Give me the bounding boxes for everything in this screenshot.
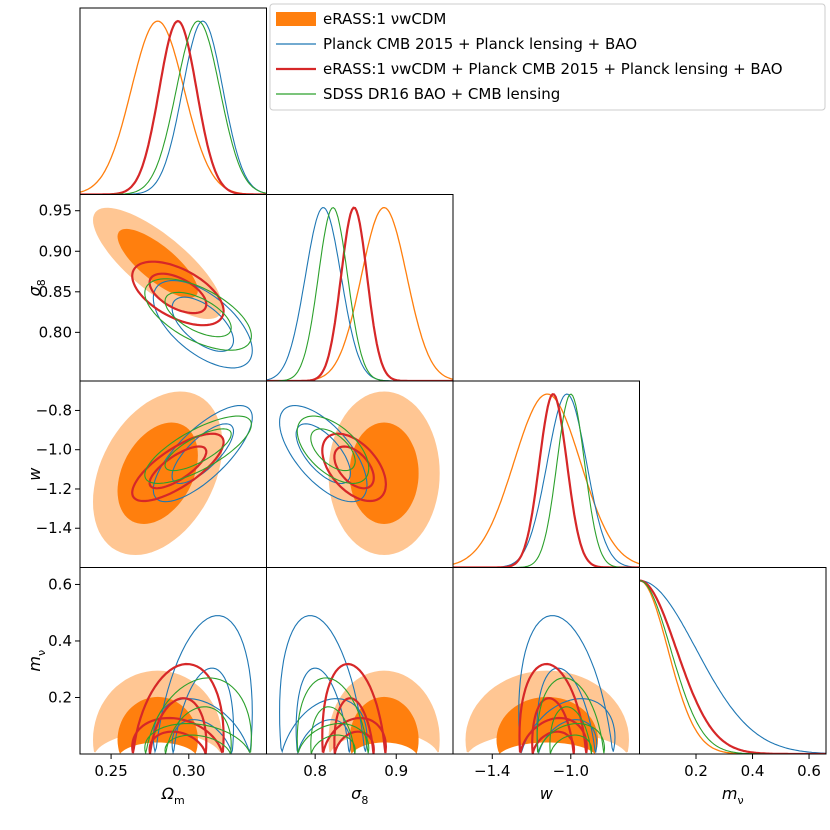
legend-label: SDSS DR16 BAO + CMB lensing <box>323 85 560 103</box>
panel-mnu-vs-w <box>465 615 629 754</box>
legend-label: eRASS:1 νwCDM + Planck CMB 2015 + Planck… <box>323 60 783 78</box>
contour-95-2 <box>131 260 225 327</box>
y-tick-label: 0.4 <box>48 632 72 650</box>
y-tick-label: 0.95 <box>39 202 72 220</box>
x-axis-label: w <box>540 784 554 803</box>
y-tick-label: 0.6 <box>48 575 72 593</box>
contour-68-3 <box>164 428 232 472</box>
legend-label: Planck CMB 2015 + Planck lensing + BAO <box>323 35 637 53</box>
y-tick-label: −0.8 <box>36 401 72 419</box>
y-tick-label: −1.2 <box>36 480 72 498</box>
posterior-curve-1 <box>639 580 826 754</box>
contour-95-2 <box>518 662 588 754</box>
posterior-curve-1 <box>453 393 640 568</box>
contour-95-3 <box>296 677 370 754</box>
panel-mnu-vs-om <box>93 615 253 754</box>
contour-68-2 <box>148 445 208 490</box>
x-tick-label: 0.4 <box>741 762 765 780</box>
contour-95-1 <box>152 405 253 503</box>
posterior-curve-0 <box>80 20 267 195</box>
contour-95-1 <box>152 280 253 369</box>
x-axis-label: σ8 <box>351 784 368 807</box>
x-tick-label: 0.25 <box>94 762 127 780</box>
x-tick-label: −1.4 <box>474 762 510 780</box>
x-tick-label: 0.9 <box>384 762 408 780</box>
panel-frame <box>639 567 827 755</box>
contour-95-2 <box>131 662 225 754</box>
contour-95-1 <box>279 404 368 503</box>
y-tick-label: −1.4 <box>36 519 72 537</box>
contour-68-2 <box>531 697 576 754</box>
legend-box <box>269 3 826 111</box>
contour-68-2 <box>333 445 375 490</box>
contour-95-3 <box>536 677 606 754</box>
legend: eRASS:1 νwCDM Planck CMB 2015 + Planck le… <box>269 3 826 111</box>
y-tick-label: 0.2 <box>48 688 72 706</box>
contour-68-3 <box>310 706 356 754</box>
contour-95-1 <box>518 615 616 754</box>
posterior-curve-3 <box>266 206 453 381</box>
contour-68-3 <box>310 428 356 472</box>
posterior-curve-0 <box>639 579 826 754</box>
panel-mnu-vs-s8 <box>279 615 440 754</box>
x-tick-label: 0.2 <box>684 762 708 780</box>
panel-1d-mnu <box>639 579 826 754</box>
posterior-curve-2 <box>266 206 453 381</box>
x-tick-label: 0.6 <box>797 762 821 780</box>
x-axis-label: Ωm <box>161 784 185 807</box>
contour-95-3 <box>144 415 252 484</box>
x-axis-label: mν <box>722 784 744 807</box>
posterior-curve-2 <box>639 579 826 754</box>
contour-68-1 <box>171 423 235 485</box>
y-axis-label: mν <box>25 650 48 672</box>
contour-68-2 <box>148 697 208 754</box>
legend-swatch <box>276 12 316 26</box>
x-tick-label: 0.30 <box>172 762 205 780</box>
legend-label: eRASS:1 νwCDM <box>323 10 446 28</box>
contour-68-3 <box>164 291 232 338</box>
contour-95-2 <box>321 432 388 503</box>
contour-95-2 <box>321 662 388 754</box>
panel-frame <box>79 7 267 195</box>
y-tick-label: −1.0 <box>36 441 72 459</box>
panel-s8-vs-om <box>93 207 253 369</box>
panel-1d-s8 <box>266 206 453 381</box>
x-tick-label: −1.0 <box>553 762 589 780</box>
posterior-curve-1 <box>80 20 267 195</box>
y-tick-label: 0.80 <box>39 323 72 341</box>
contour-95-3 <box>144 677 252 754</box>
posterior-curve-0 <box>266 206 453 381</box>
panel-w-vs-om <box>93 391 253 555</box>
x-tick-label: 0.8 <box>303 762 327 780</box>
posterior-curve-1 <box>266 207 453 381</box>
posterior-curve-3 <box>453 393 640 568</box>
contour-68-2 <box>333 697 375 754</box>
panel-1d-om <box>80 19 267 195</box>
y-axis-label: w <box>25 467 44 481</box>
y-tick-label: 0.90 <box>39 242 72 260</box>
panel-w-vs-s8 <box>279 391 440 555</box>
y-axis-label: σ8 <box>25 279 48 296</box>
contour-68-3 <box>164 706 232 754</box>
contour-95-2 <box>131 432 225 503</box>
contour-68-1 <box>171 667 235 754</box>
panel-1d-w <box>453 393 640 568</box>
y-tick-label: 0.85 <box>39 283 72 301</box>
contour-95-3 <box>144 278 252 351</box>
contour-68-3 <box>549 706 593 754</box>
posterior-curve-3 <box>639 580 826 754</box>
posterior-curve-0 <box>453 393 640 565</box>
contour-95-3 <box>296 415 370 484</box>
